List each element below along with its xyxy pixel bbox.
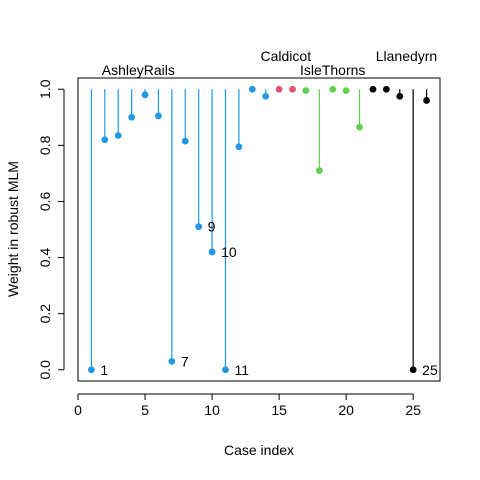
data-point bbox=[168, 357, 176, 365]
plot-frame bbox=[77, 77, 441, 382]
data-point bbox=[222, 366, 229, 374]
data-point bbox=[181, 137, 189, 145]
group-label-ashleyrails: AshleyRails bbox=[102, 62, 175, 78]
group-label-caldicot: Caldicot bbox=[261, 48, 312, 64]
x-tick-label: 25 bbox=[405, 402, 421, 418]
point-labels: 1 7 9 10 11 25 bbox=[100, 219, 438, 378]
data-point bbox=[141, 91, 149, 99]
point-label: 25 bbox=[422, 362, 438, 378]
data-point bbox=[235, 143, 243, 151]
x-axis: 0 5 10 15 20 25 bbox=[74, 393, 421, 418]
x-tick-label: 15 bbox=[271, 402, 287, 418]
data-points bbox=[88, 85, 430, 374]
x-tick-label: 10 bbox=[204, 402, 220, 418]
y-axis-label: Weight in robust MLM bbox=[5, 161, 21, 297]
data-point bbox=[423, 97, 430, 104]
y-tick-label: 1.0 bbox=[37, 79, 53, 99]
data-point bbox=[248, 85, 256, 93]
data-point bbox=[315, 167, 323, 174]
x-tick-label: 0 bbox=[74, 402, 82, 418]
y-tick-label: 0.6 bbox=[37, 192, 53, 212]
point-label: 10 bbox=[221, 244, 237, 260]
data-point bbox=[88, 366, 95, 374]
group-label-islethorns: IsleThorns bbox=[300, 62, 365, 78]
x-tick-label: 20 bbox=[338, 402, 354, 418]
data-point bbox=[289, 85, 296, 93]
data-point bbox=[369, 85, 377, 93]
point-label: 11 bbox=[234, 362, 249, 378]
data-point bbox=[155, 112, 162, 120]
x-axis-label: Case index bbox=[224, 442, 294, 458]
data-point bbox=[195, 223, 203, 231]
group-label-llanedyrn: Llanedyrn bbox=[376, 48, 438, 64]
data-point bbox=[101, 136, 109, 144]
data-point bbox=[262, 92, 270, 100]
data-point bbox=[114, 132, 122, 139]
point-label: 9 bbox=[208, 219, 216, 235]
stem-lines bbox=[90, 89, 428, 370]
y-axis: 0.0 0.2 0.4 0.6 0.8 1.0 bbox=[37, 79, 65, 380]
y-tick-label: 0.8 bbox=[37, 135, 53, 155]
y-tick-label: 0.4 bbox=[37, 248, 53, 268]
data-point bbox=[275, 85, 283, 93]
x-tick-label: 5 bbox=[141, 402, 149, 418]
data-point bbox=[302, 87, 310, 95]
data-point bbox=[208, 248, 216, 256]
data-point bbox=[409, 366, 417, 374]
point-label: 1 bbox=[100, 362, 108, 378]
y-tick-label: 0.2 bbox=[37, 304, 53, 324]
data-point bbox=[396, 92, 404, 100]
data-point bbox=[356, 123, 363, 131]
data-point bbox=[382, 85, 390, 93]
data-point bbox=[128, 113, 136, 121]
data-point bbox=[342, 87, 350, 95]
data-point bbox=[329, 85, 337, 93]
y-tick-label: 0.0 bbox=[37, 360, 53, 380]
point-label: 7 bbox=[181, 353, 189, 369]
